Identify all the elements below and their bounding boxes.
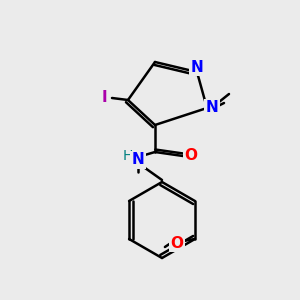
Text: N: N	[206, 100, 218, 116]
Text: I: I	[101, 91, 107, 106]
Text: N: N	[190, 59, 203, 74]
Text: O: O	[184, 148, 197, 164]
Text: H: H	[123, 149, 133, 163]
Text: O: O	[170, 236, 183, 250]
Text: N: N	[132, 152, 144, 167]
